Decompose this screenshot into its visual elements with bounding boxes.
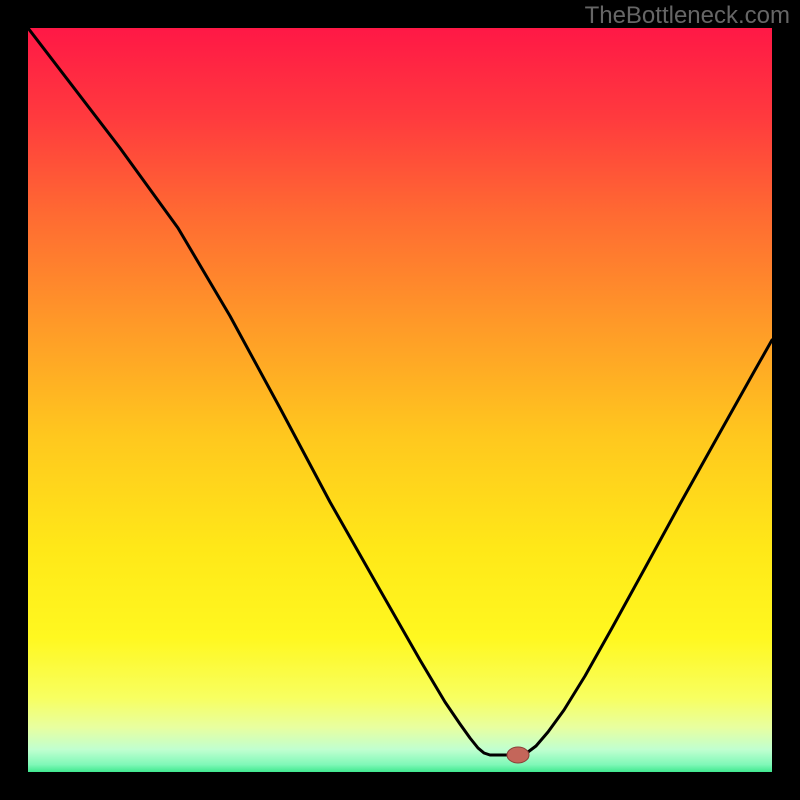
optimal-point-marker: [507, 747, 529, 763]
watermark-text: TheBottleneck.com: [585, 2, 790, 30]
bottleneck-chart: [0, 0, 800, 800]
chart-container: TheBottleneck.com: [0, 0, 800, 800]
plot-background: [28, 28, 772, 772]
